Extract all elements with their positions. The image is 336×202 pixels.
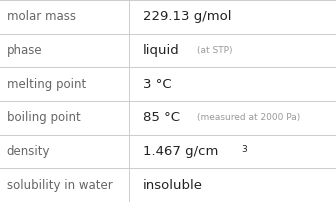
Text: density: density bbox=[7, 145, 50, 158]
Text: 1.467 g/cm: 1.467 g/cm bbox=[143, 145, 218, 158]
Text: 229.13 g/mol: 229.13 g/mol bbox=[143, 10, 231, 23]
Text: (at STP): (at STP) bbox=[197, 46, 233, 55]
Text: 3 °C: 3 °C bbox=[143, 78, 171, 91]
Text: 85 °C: 85 °C bbox=[143, 111, 180, 124]
Text: melting point: melting point bbox=[7, 78, 86, 91]
Text: (measured at 2000 Pa): (measured at 2000 Pa) bbox=[197, 113, 300, 122]
Text: boiling point: boiling point bbox=[7, 111, 80, 124]
Text: insoluble: insoluble bbox=[143, 179, 203, 192]
Text: molar mass: molar mass bbox=[7, 10, 76, 23]
Text: phase: phase bbox=[7, 44, 42, 57]
Text: solubility in water: solubility in water bbox=[7, 179, 113, 192]
Text: 3: 3 bbox=[242, 145, 248, 154]
Text: liquid: liquid bbox=[143, 44, 179, 57]
